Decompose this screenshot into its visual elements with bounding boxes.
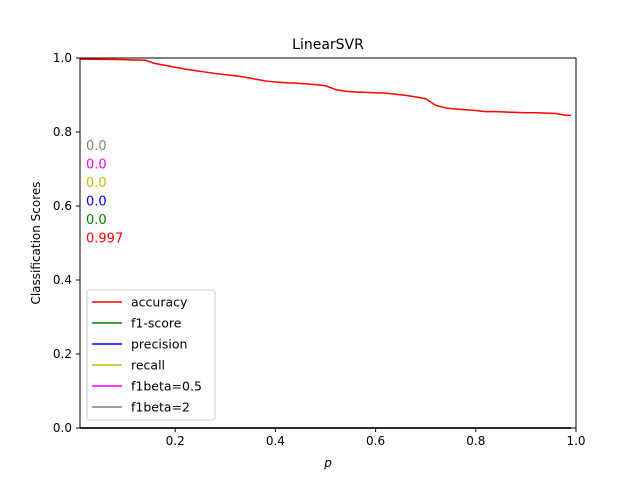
y-tick-label: 0.8 [53,125,72,139]
x-tick-label: 0.6 [366,434,385,448]
value-annotation: 0.0 [86,139,107,154]
legend: accuracy f1-score precision recall f1beta=0.… [86,289,216,421]
x-axis-label: p [323,456,332,470]
value-annotations: 0.0 0.0 0.0 0.0 0.0 0.997 [86,139,123,247]
value-annotation: 0.0 [86,195,107,210]
x-tick-label: 1.0 [566,434,585,448]
plot-frame [79,57,577,429]
y-tick-label: 0.4 [53,273,72,287]
axis-ticks: 0.2 0.4 0.6 0.8 1.0 0.0 0.2 0.4 0.6 0.8 1.0 [53,51,586,448]
legend-label: f1-score [131,316,182,331]
value-annotation: 0.0 [86,158,107,173]
value-annotation: 0.0 [86,176,107,191]
x-tick-label: 0.8 [466,434,485,448]
y-tick-label: 0.2 [53,347,72,361]
legend-label: f1beta=0.5 [131,379,202,394]
y-tick-label: 0.6 [53,199,72,213]
series-line-accuracy [79,58,571,117]
legend-label: f1beta=2 [131,400,190,415]
x-tick-label: 0.2 [166,434,185,448]
chart-title: LinearSVR [292,37,364,53]
y-tick-label: 1.0 [53,51,72,65]
y-tick-label: 0.0 [53,421,72,435]
legend-label: recall [131,358,165,373]
legend-label: accuracy [131,295,188,310]
value-annotation: 0.0 [86,213,107,228]
legend-label: precision [131,337,187,352]
y-axis-label: Classification Scores [29,181,43,304]
value-annotation: 0.997 [86,232,123,247]
x-tick-label: 0.4 [266,434,285,448]
